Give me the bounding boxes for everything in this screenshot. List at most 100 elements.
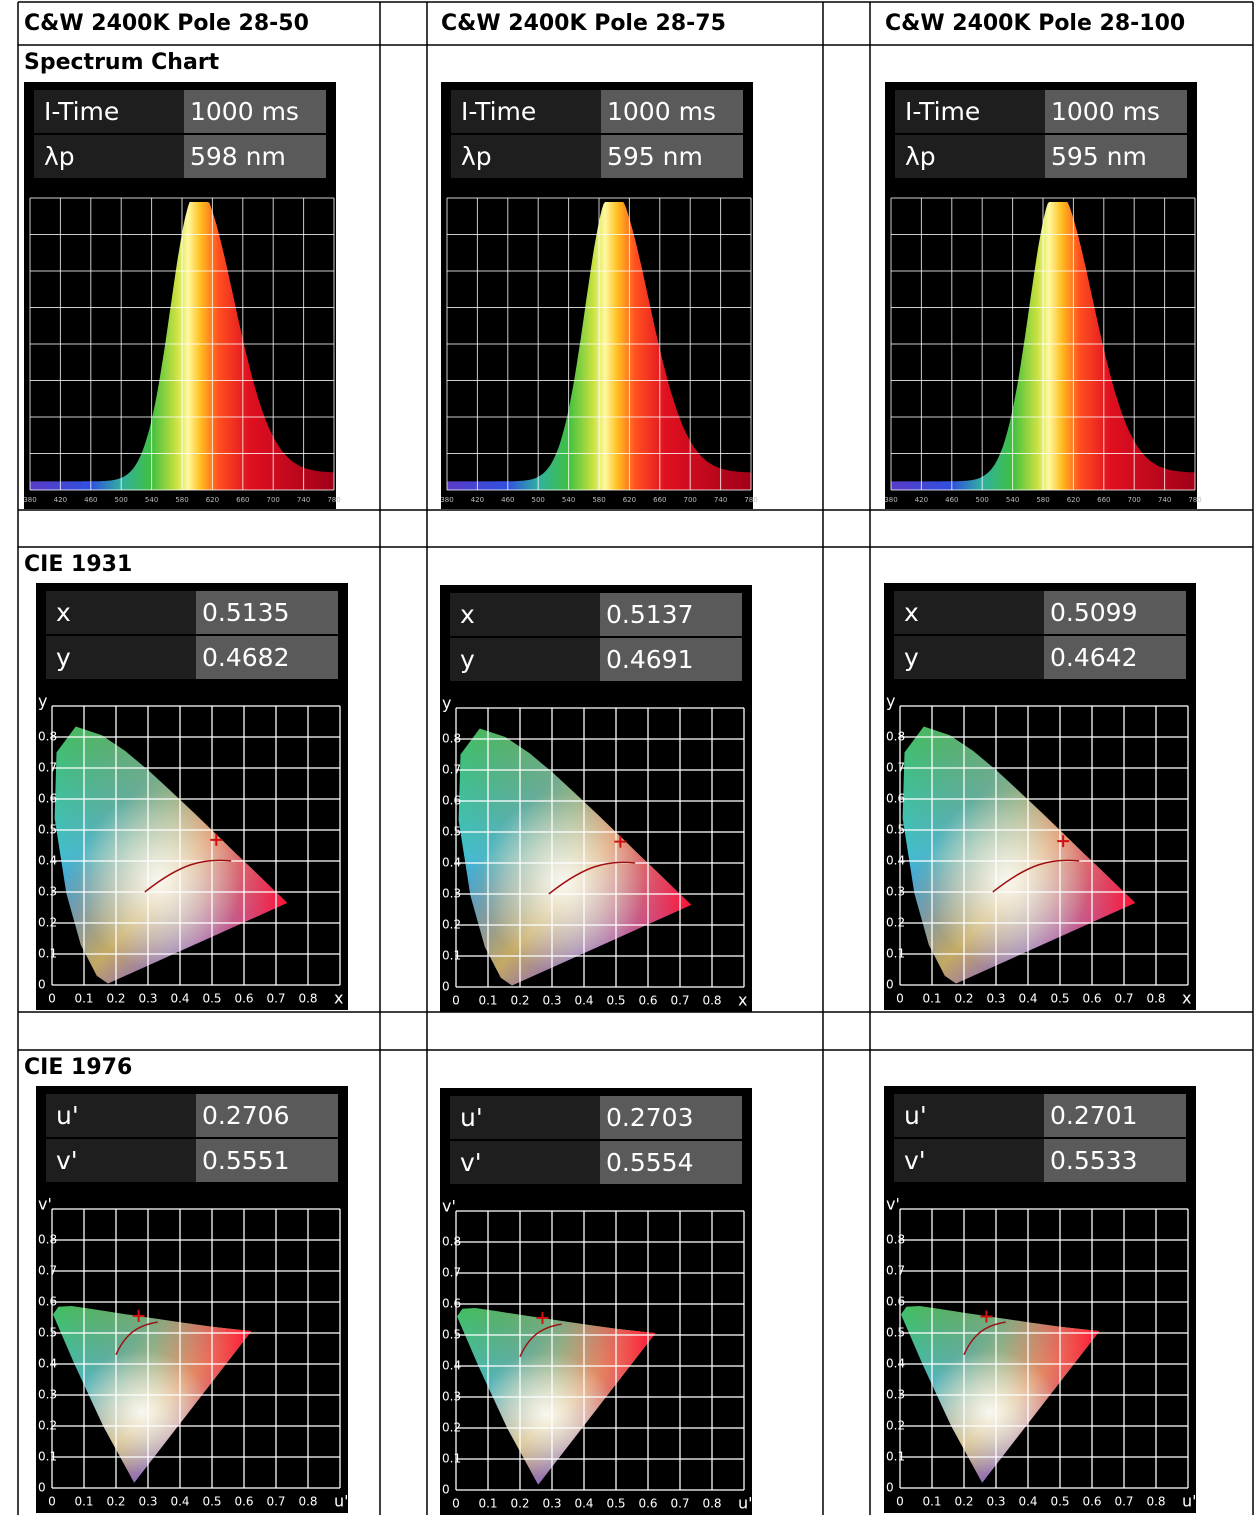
- readout-label: v': [904, 1146, 926, 1175]
- chromaticity-point: [980, 1310, 993, 1323]
- y-axis-label: v': [38, 1195, 52, 1214]
- x-tick-label: 500: [532, 496, 545, 504]
- readout-label-box: [34, 135, 184, 178]
- x-tick-label: 0.2: [106, 1495, 125, 1509]
- readout-label: y: [904, 643, 919, 672]
- x-axis-label: x: [738, 991, 747, 1010]
- gamut: [902, 726, 1136, 984]
- x-tick-label: 0.7: [670, 1497, 689, 1511]
- x-tick-label: 0.3: [986, 992, 1005, 1006]
- y-tick-label: 0.6: [38, 792, 57, 806]
- x-tick-label: 380: [884, 496, 897, 504]
- readout-label: λp: [905, 142, 936, 171]
- chromaticity-point: [210, 833, 223, 846]
- y-tick-label: 0.4: [442, 856, 461, 870]
- y-tick-label: 0.8: [38, 1233, 57, 1247]
- readout-value-box: [184, 90, 326, 133]
- planckian-locus: [144, 859, 232, 893]
- readout-label-box: [894, 636, 1044, 679]
- readout-label: y: [56, 643, 71, 672]
- readout-value: 0.5135: [202, 598, 289, 627]
- x-tick-label: 740: [1158, 496, 1171, 504]
- x-tick-label: 700: [1128, 496, 1141, 504]
- x-tick-label: 540: [562, 496, 575, 504]
- y-tick-label: 0.2: [442, 1421, 461, 1435]
- readout-label: u': [904, 1101, 927, 1130]
- x-tick-label: 0.5: [606, 994, 625, 1008]
- x-tick-label: 0.8: [702, 1497, 721, 1511]
- instrument-panel: x 0.5137 y 0.4691 00 0.1 0.1 0.2 0.2 0.3 0.3 0.4 0.4…: [440, 585, 752, 1012]
- y-tick-label: 0.2: [38, 916, 57, 930]
- y-tick-label: 0.7: [38, 761, 57, 775]
- y-tick-label: 0.6: [442, 794, 461, 808]
- y-tick-label: 0.7: [442, 1266, 461, 1280]
- x-tick-label: 0: [452, 994, 460, 1008]
- y-tick-label: 0.6: [442, 1297, 461, 1311]
- x-tick-label: 620: [1067, 496, 1080, 504]
- x-tick-label: 580: [175, 496, 188, 504]
- readout-label: v': [460, 1148, 482, 1177]
- x-tick-label: 0.6: [638, 994, 657, 1008]
- x-tick-label: 780: [744, 496, 757, 504]
- y-tick-label: 0.2: [886, 1419, 905, 1433]
- y-axis-label: y: [38, 692, 47, 711]
- instrument-panel: x 0.5099 y 0.4642 00 0.1 0.1 0.2 0.2 0.3 0.3 0.4 0.4…: [884, 583, 1196, 1010]
- readout-label: v': [56, 1146, 78, 1175]
- column-header: C&W 2400K Pole 28-75: [441, 11, 726, 36]
- readout-label-box: [34, 90, 184, 133]
- y-tick-label: 0.8: [442, 1235, 461, 1249]
- readout-label: I-Time: [44, 97, 119, 126]
- y-tick-label: 0.5: [886, 1326, 905, 1340]
- readout-value: 0.2701: [1050, 1101, 1137, 1130]
- planckian-locus: [963, 1321, 1006, 1356]
- x-axis-label: x: [334, 989, 343, 1008]
- readout-label-box: [450, 1096, 600, 1139]
- readout-value: 598 nm: [190, 142, 286, 171]
- y-tick-label: 0.7: [886, 1264, 905, 1278]
- x-tick-label: 0.4: [574, 994, 593, 1008]
- x-tick-label: 0: [452, 1497, 460, 1511]
- x-tick-label: 0.2: [106, 992, 125, 1006]
- y-tick-label: 0.8: [886, 1233, 905, 1247]
- y-tick-label: 0.7: [886, 761, 905, 775]
- instrument-panel: x 0.5135 y 0.4682 00 0.1 0.1 0.2 0.2 0.3 0.3 0.4 0.4…: [36, 583, 348, 1010]
- y-tick-label: 0.4: [38, 1357, 57, 1371]
- x-tick-label: 460: [501, 496, 514, 504]
- chromaticity-point: [132, 1309, 145, 1322]
- readout-label-box: [46, 591, 196, 634]
- readout-value-box: [196, 636, 338, 679]
- y-axis-label: v': [886, 1195, 900, 1214]
- x-tick-label: 740: [297, 496, 310, 504]
- readout-value-box: [600, 638, 742, 681]
- readout-value-box: [1044, 636, 1186, 679]
- x-tick-label: 380: [23, 496, 36, 504]
- y-tick-label: 0.2: [886, 916, 905, 930]
- x-tick-label: 700: [684, 496, 697, 504]
- x-tick-label: 0.8: [702, 994, 721, 1008]
- readout-value-box: [184, 135, 326, 178]
- x-tick-label: 500: [976, 496, 989, 504]
- x-tick-label: 0.6: [1082, 992, 1101, 1006]
- x-tick-label: 0.4: [170, 992, 189, 1006]
- x-tick-label: 0.3: [542, 1497, 561, 1511]
- x-tick-label: 0.7: [670, 994, 689, 1008]
- y-tick-label: 0: [886, 1481, 894, 1495]
- x-tick-label: 620: [206, 496, 219, 504]
- readout-value: 0.4691: [606, 645, 693, 674]
- y-tick-label: 0.3: [886, 1388, 905, 1402]
- x-tick-label: 580: [592, 496, 605, 504]
- y-axis-label: v': [442, 1197, 456, 1216]
- readout-label-box: [451, 135, 601, 178]
- x-tick-label: 660: [653, 496, 666, 504]
- instrument-panel: u' 0.2706 v' 0.5551 00 0.1 0.1 0.2 0.2 0.3 0.3 0.4 0…: [36, 1086, 349, 1513]
- planckian-locus: [992, 859, 1080, 893]
- readout-label-box: [895, 90, 1045, 133]
- x-tick-label: 0.6: [234, 992, 253, 1006]
- y-tick-label: 0.3: [886, 885, 905, 899]
- x-tick-label: 0.3: [138, 1495, 157, 1509]
- y-tick-label: 0.1: [886, 1450, 905, 1464]
- x-tick-label: 0.1: [478, 1497, 497, 1511]
- readout-value: 0.5554: [606, 1148, 693, 1177]
- y-tick-label: 0: [442, 1483, 450, 1497]
